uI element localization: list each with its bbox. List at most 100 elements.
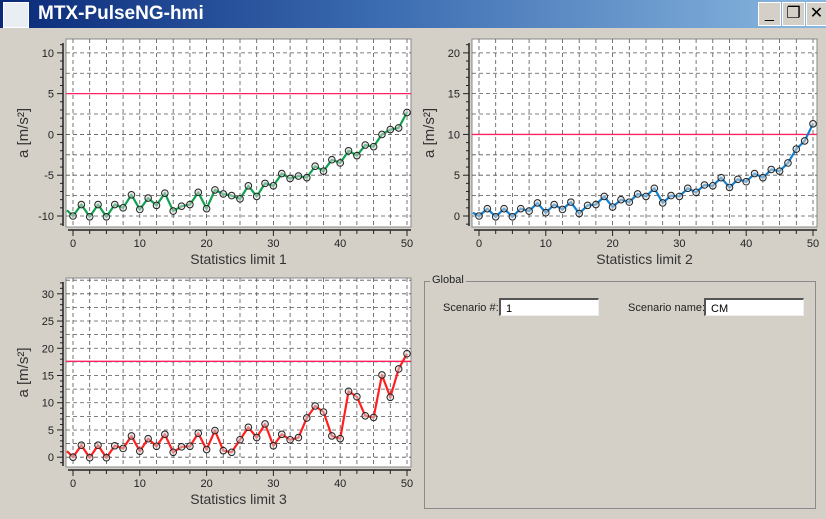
data-point [194, 188, 203, 197]
x-tick-label: 0 [70, 238, 76, 250]
y-axis-label: a [m/s²] [15, 108, 32, 158]
data-point [236, 435, 244, 444]
data-point [177, 443, 186, 451]
chart-statistics-limit-3: 0 5 10 15 20 25 30 0 10 20 30 40 50 Statistics limit … [15, 277, 413, 507]
data-point [717, 173, 725, 182]
y-tick-label: -10 [38, 211, 54, 223]
title-bar: MTX-PulseNG-hmi _ ❐ ✕ [0, 0, 826, 28]
data-point [211, 426, 219, 435]
data-point [252, 433, 261, 442]
data-point [784, 159, 792, 167]
data-point [567, 198, 575, 206]
x-tick-label: 30 [267, 478, 279, 490]
data-point [186, 200, 194, 209]
data-point [169, 207, 177, 215]
global-legend: Global [430, 274, 466, 286]
x-tick-label: 20 [606, 238, 618, 250]
y-axis-label: a [m/s²] [421, 108, 438, 158]
close-button[interactable]: ✕ [806, 2, 826, 26]
x-tick-label: 50 [401, 478, 413, 490]
data-point [734, 175, 742, 184]
data-point [277, 430, 286, 439]
y-tick-label: -5 [44, 170, 54, 182]
data-point [227, 448, 236, 457]
data-point [394, 365, 403, 373]
restore-button[interactable]: ❐ [782, 2, 805, 26]
data-point [161, 189, 169, 197]
x-tick-label: 40 [334, 478, 346, 490]
minimize-button[interactable]: _ [758, 2, 781, 26]
data-point [369, 142, 378, 151]
y-tick-label: 10 [448, 129, 460, 141]
data-point [353, 151, 361, 160]
x-tick-label: 20 [200, 238, 212, 250]
scenario-name-input[interactable]: CM [704, 298, 804, 316]
data-point [709, 182, 717, 190]
data-point [775, 167, 784, 175]
x-tick-label: 50 [807, 238, 819, 250]
x-axis-label: Statistics limit 2 [596, 251, 693, 267]
data-point [269, 441, 278, 450]
data-point [311, 402, 319, 410]
y-tick-label: 10 [42, 48, 54, 60]
data-point [386, 393, 395, 402]
data-point [742, 177, 751, 186]
data-point [328, 155, 336, 164]
data-point [600, 192, 609, 201]
data-point [683, 184, 692, 193]
data-point [516, 204, 525, 213]
data-point [136, 205, 144, 214]
data-point [152, 442, 161, 451]
y-tick-label: 15 [42, 370, 54, 382]
data-point [361, 141, 370, 149]
data-point [244, 182, 253, 190]
app-logo-icon [3, 2, 29, 28]
data-point [617, 195, 625, 204]
data-point [675, 192, 684, 201]
x-tick-label: 10 [134, 238, 146, 250]
window-title: MTX-PulseNG-hmi [38, 3, 204, 24]
y-tick-label: 25 [42, 316, 54, 328]
data-point [583, 201, 592, 210]
data-point [642, 192, 650, 201]
data-point [227, 191, 236, 200]
data-point [286, 174, 294, 183]
x-tick-label: 30 [267, 238, 279, 250]
y-tick-label: 0 [48, 129, 54, 141]
data-point [85, 453, 94, 462]
data-point [336, 159, 345, 167]
data-point [244, 423, 253, 432]
data-point [269, 182, 278, 190]
x-tick-label: 40 [334, 238, 346, 250]
x-tick-label: 30 [673, 238, 685, 250]
y-tick-label: 0 [454, 211, 460, 223]
data-point [542, 208, 550, 217]
data-point [286, 435, 294, 444]
y-tick-label: 20 [448, 48, 460, 60]
data-point [319, 167, 328, 175]
data-point [94, 200, 102, 209]
data-point [508, 213, 517, 221]
x-tick-label: 50 [401, 238, 413, 250]
data-point [119, 444, 127, 453]
data-point [533, 199, 542, 207]
data-point [575, 209, 584, 218]
x-tick-label: 10 [134, 478, 146, 490]
data-point [353, 392, 361, 401]
data-point [378, 371, 386, 379]
data-point [344, 146, 353, 155]
data-point [202, 204, 211, 213]
data-point [336, 434, 345, 443]
data-point [77, 200, 86, 209]
scenario-name-label: Scenario name: [628, 302, 706, 314]
data-point [69, 453, 77, 461]
chart-statistics-limit-2: 0 5 10 15 20 0 10 20 30 40 50 Statistics limit 2 a [… [421, 38, 819, 267]
x-tick-label: 0 [70, 478, 76, 490]
data-point [161, 430, 169, 439]
chart-statistics-limit-1: -10 -5 0 5 10 0 10 20 30 40 50 Statistics limit 1 a … [15, 38, 413, 267]
scenario-number-input[interactable]: 1 [499, 298, 599, 316]
data-point [119, 204, 127, 212]
data-point [169, 448, 177, 457]
data-point [219, 446, 228, 455]
y-tick-label: 5 [454, 170, 460, 182]
